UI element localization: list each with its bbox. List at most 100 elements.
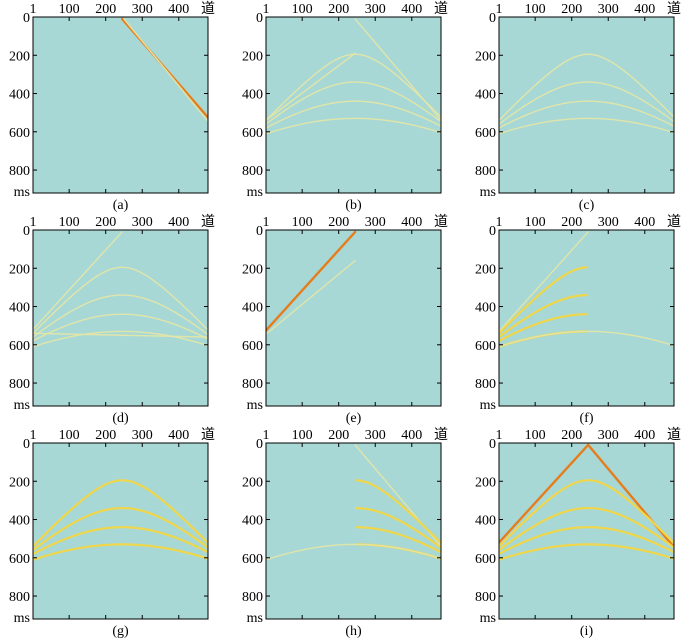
event-hyperbola: [33, 543, 208, 561]
x-tick-label: 200: [95, 428, 116, 443]
event-line: [33, 231, 123, 331]
panel-background: [33, 230, 208, 406]
event-line: [123, 18, 208, 122]
y-axis-unit: ms: [14, 185, 30, 200]
y-tick-label: 800: [475, 590, 496, 605]
x-axis-unit: 道: [201, 214, 215, 230]
x-tick-label: 100: [525, 215, 546, 230]
y-tick-label: 200: [475, 475, 496, 490]
y-tick-label: 200: [9, 262, 30, 277]
seismic-events: [266, 444, 441, 561]
y-tick-label: 0: [256, 11, 263, 26]
y-tick-label: 800: [9, 164, 30, 179]
x-tick-label: 1: [496, 215, 503, 230]
panel-h: 1 100 200 300 400 道 0 200 400 600 800 ms (h): [242, 427, 448, 639]
x-tick-label: 200: [328, 428, 349, 443]
x-tick-label: 1: [30, 428, 37, 443]
event-line: [266, 230, 357, 332]
panel-a: 1 100 200 300 400 道 0 200 400 600 800 ms (a): [9, 1, 215, 213]
x-tick-label: 400: [634, 215, 655, 230]
panel-frame: [498, 16, 675, 194]
y-tick-label: 600: [475, 552, 496, 567]
x-tick-label: 300: [365, 215, 386, 230]
event-hyperbola: [33, 266, 208, 334]
event-hyperbola: [499, 100, 674, 129]
y-tick-label: 400: [475, 88, 496, 103]
y-tick-label: 200: [242, 475, 263, 490]
x-tick-label: 400: [401, 428, 422, 443]
y-tick-label: 0: [256, 437, 263, 452]
event-hyperbola: [355, 506, 441, 549]
panel-frame: [32, 229, 209, 407]
event-hyperbola: [499, 507, 674, 551]
y-axis-unit: ms: [247, 398, 263, 413]
event-hyperbola: [499, 479, 674, 548]
y-tick-label: 400: [9, 514, 30, 529]
x-tick-label: 100: [59, 215, 80, 230]
x-tick-label: 1: [263, 215, 270, 230]
y-tick-label: 800: [242, 377, 263, 392]
x-axis-unit: 道: [667, 214, 681, 230]
event-line: [33, 332, 208, 338]
y-tick-label: 600: [242, 552, 263, 567]
y-tick-label: 400: [242, 88, 263, 103]
x-tick-label: 1: [263, 2, 270, 17]
y-tick-label: 600: [9, 339, 30, 354]
x-tick-label: 400: [401, 215, 422, 230]
panel-caption: (b): [345, 198, 362, 213]
event-hyperbola: [33, 507, 208, 551]
y-tick-label: 0: [23, 224, 30, 239]
y-tick-label: 400: [9, 88, 30, 103]
panel-background: [499, 17, 674, 193]
event-hyperbola: [266, 543, 441, 561]
x-tick-label: 300: [365, 2, 386, 17]
x-tick-label: 400: [634, 428, 655, 443]
event-line: [499, 443, 590, 544]
x-tick-label: 400: [168, 428, 189, 443]
y-tick-label: 600: [242, 339, 263, 354]
panel-d: 1 100 200 300 400 道 0 200 400 600 800 ms (d): [9, 214, 215, 426]
y-tick-label: 800: [475, 164, 496, 179]
panel-caption: (i): [580, 624, 594, 639]
x-tick-label: 200: [561, 215, 582, 230]
event-line: [499, 231, 589, 333]
panel-caption: (d): [112, 411, 129, 426]
x-axis-unit: 道: [201, 1, 215, 17]
seismic-events: [499, 443, 674, 561]
event-hyperbola: [33, 313, 208, 342]
y-tick-label: 400: [242, 514, 263, 529]
panel-b: 1 100 200 300 400 道 0 200 400 600 800 ms (b): [242, 1, 448, 213]
y-axis-unit: ms: [480, 611, 496, 626]
y-tick-label: 200: [9, 475, 30, 490]
panel-background: [33, 17, 208, 193]
event-hyperbola: [355, 479, 441, 544]
x-tick-label: 300: [365, 428, 386, 443]
panel-caption: (h): [345, 624, 362, 639]
panel-c: 1 100 200 300 400 道 0 200 400 600 800 ms (c): [475, 1, 681, 213]
y-tick-label: 600: [9, 126, 30, 141]
panel-background: [266, 443, 441, 619]
y-axis-unit: ms: [480, 398, 496, 413]
panel-caption: (a): [113, 198, 129, 213]
x-axis-unit: 道: [434, 427, 448, 443]
x-tick-label: 300: [598, 215, 619, 230]
y-tick-label: 400: [9, 301, 30, 316]
y-tick-label: 400: [475, 301, 496, 316]
panel-caption: (e): [346, 411, 362, 426]
x-tick-label: 400: [401, 2, 422, 17]
y-tick-label: 200: [242, 49, 263, 64]
panel-f: 1 100 200 300 400 道 0 200 400 600 800 ms (f): [475, 214, 681, 426]
x-tick-label: 100: [292, 2, 313, 17]
y-tick-label: 0: [256, 224, 263, 239]
panel-frame: [265, 442, 442, 620]
x-tick-label: 200: [328, 215, 349, 230]
x-tick-label: 200: [561, 428, 582, 443]
x-axis-unit: 道: [667, 1, 681, 17]
event-hyperbola: [33, 479, 208, 548]
y-tick-label: 400: [475, 514, 496, 529]
event-hyperbola: [499, 313, 589, 342]
seismic-events: [33, 479, 208, 561]
panel-caption: (f): [580, 411, 594, 426]
panel-g: 1 100 200 300 400 道 0 200 400 600 800 ms (g): [9, 427, 215, 639]
panel-frame: [498, 229, 675, 407]
